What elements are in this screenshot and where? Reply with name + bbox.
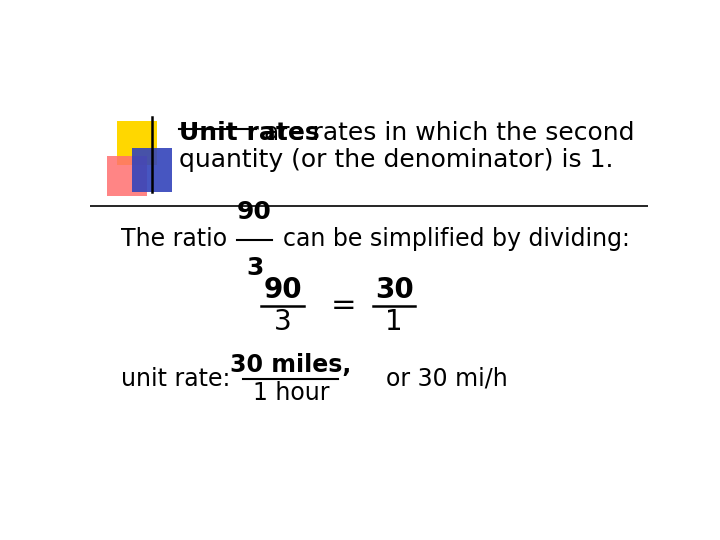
Text: can be simplified by dividing:: can be simplified by dividing: (282, 227, 629, 252)
Text: or 30 mi/h: or 30 mi/h (386, 367, 508, 391)
Text: The ratio: The ratio (121, 227, 227, 252)
Text: are rates in which the second: are rates in which the second (256, 121, 635, 145)
Bar (117, 121, 157, 165)
Text: =: = (331, 292, 356, 320)
Text: 30 miles,: 30 miles, (230, 353, 351, 377)
Text: quantity (or the denominator) is 1.: quantity (or the denominator) is 1. (179, 148, 613, 172)
Text: 1: 1 (385, 308, 403, 336)
Text: 3: 3 (246, 256, 264, 280)
Text: 1 hour: 1 hour (253, 381, 329, 405)
Text: unit rate:: unit rate: (121, 367, 230, 391)
Text: 90: 90 (237, 200, 272, 224)
Bar (132, 148, 172, 192)
Text: 90: 90 (264, 276, 302, 304)
Text: 3: 3 (274, 308, 292, 336)
Text: Unit rates: Unit rates (179, 121, 320, 145)
Text: 30: 30 (374, 276, 413, 304)
Bar (107, 156, 147, 196)
